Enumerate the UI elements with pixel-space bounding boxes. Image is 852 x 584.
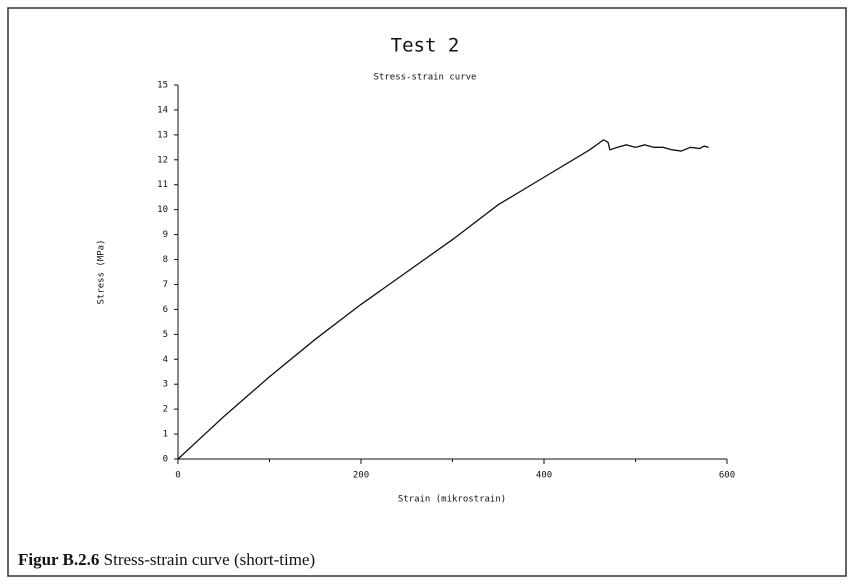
y-tick-label: 13 [157, 130, 168, 140]
caption-text: Stress-strain curve (short-time) [104, 550, 316, 569]
y-tick-label: 12 [157, 155, 168, 165]
y-tick-label: 11 [157, 180, 168, 190]
data-line [177, 139, 709, 460]
y-tick-label: 2 [163, 405, 168, 415]
chart-subtitle: Stress-strain curve [374, 73, 477, 83]
x-axis-label: Strain (mikrostrain) [398, 495, 506, 505]
x-tick-label: 200 [353, 471, 369, 481]
x-tick-label: 0 [175, 471, 180, 481]
y-axis-label: Stress (MPa) [97, 239, 107, 304]
y-tick-label: 3 [163, 380, 168, 390]
chart-title: Test 2 [391, 35, 460, 57]
y-tick-label: 1 [163, 430, 168, 440]
y-tick-label: 7 [163, 280, 168, 290]
y-tick-label: 4 [163, 355, 168, 365]
x-tick-label: 400 [536, 471, 552, 481]
y-tick-label: 14 [157, 105, 168, 115]
y-tick-label: 15 [157, 81, 168, 91]
caption: Figur B.2.6 Stress-strain curve (short-t… [18, 550, 315, 569]
y-tick-label: 6 [163, 305, 168, 315]
caption-label: Figur B.2.6 [18, 550, 99, 569]
y-tick-label: 9 [163, 230, 168, 240]
y-tick-label: 10 [157, 205, 168, 215]
frame [7, 7, 847, 577]
y-tick-label: 8 [163, 255, 168, 265]
y-tick-label: 0 [163, 455, 168, 465]
y-tick-label: 5 [163, 330, 168, 340]
x-tick-label: 600 [719, 471, 735, 481]
